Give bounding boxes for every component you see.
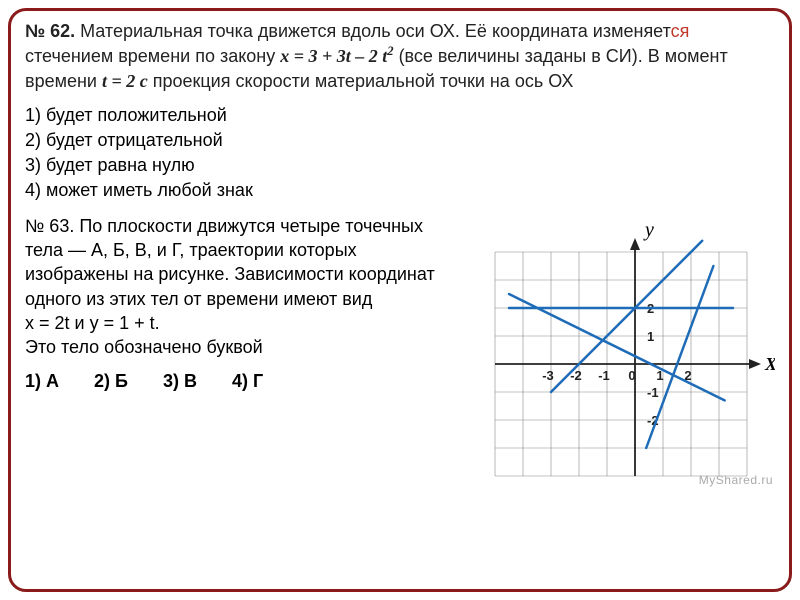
svg-text:-1: -1 xyxy=(598,368,610,383)
problem-63-number: № 63. xyxy=(25,216,74,236)
option-2: 2) будет отрицательной xyxy=(25,128,775,153)
option-1: 1) будет положительной xyxy=(25,103,775,128)
problem-63: № 63. По плоскости движутся четыре точеч… xyxy=(25,214,457,489)
problem-63-answers: 1) А 2) Б 3) В 4) Г xyxy=(25,369,457,393)
option-4: 4) может иметь любой знак xyxy=(25,178,775,203)
svg-text:X: X xyxy=(764,354,775,374)
chart-svg: -3-2-101221-1-2yX xyxy=(465,214,775,484)
svg-text:0: 0 xyxy=(628,368,635,383)
coordinate-chart: -3-2-101221-1-2yX MyShared.ru xyxy=(465,214,775,489)
lower-row: № 63. По плоскости движутся четыре точеч… xyxy=(25,214,775,489)
svg-text:-1: -1 xyxy=(647,385,659,400)
slide-frame: № 62. Материальная точка движется вдоль … xyxy=(8,8,792,592)
svg-text:1: 1 xyxy=(647,329,654,344)
svg-text:y: y xyxy=(643,219,654,241)
problem-62: № 62. Материальная точка движется вдоль … xyxy=(25,19,775,93)
problem-62-options: 1) будет положительной 2) будет отрицате… xyxy=(25,103,775,204)
option-3: 3) будет равна нулю xyxy=(25,153,775,178)
svg-text:-3: -3 xyxy=(542,368,554,383)
watermark: MyShared.ru xyxy=(699,473,773,487)
problem-62-number: № 62. xyxy=(25,21,75,41)
